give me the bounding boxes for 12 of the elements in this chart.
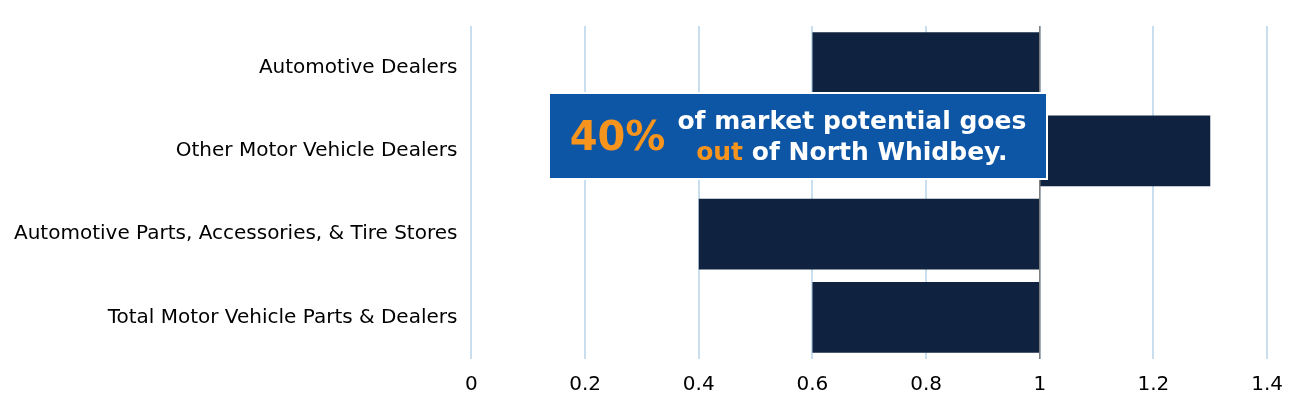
x-tick-label: 1 (1033, 371, 1047, 396)
y-tick-label: Automotive Parts, Accessories, & Tire Stores (13, 220, 458, 245)
y-tick-label: Total Motor Vehicle Parts & Dealers (106, 303, 458, 328)
x-tick-label: 0.4 (682, 371, 715, 396)
y-tick-label: Other Motor Vehicle Dealers (175, 137, 458, 162)
x-tick-label: 1.4 (1251, 371, 1283, 396)
x-tick-label: 0.8 (910, 371, 942, 396)
x-tick-label: 0.6 (796, 371, 829, 396)
x-tick-label: 0 (465, 371, 478, 396)
y-tick-label: Automotive Dealers (258, 53, 458, 78)
x-tick-label: 1.2 (1137, 371, 1170, 396)
x-tick-label: 0.2 (569, 371, 601, 396)
